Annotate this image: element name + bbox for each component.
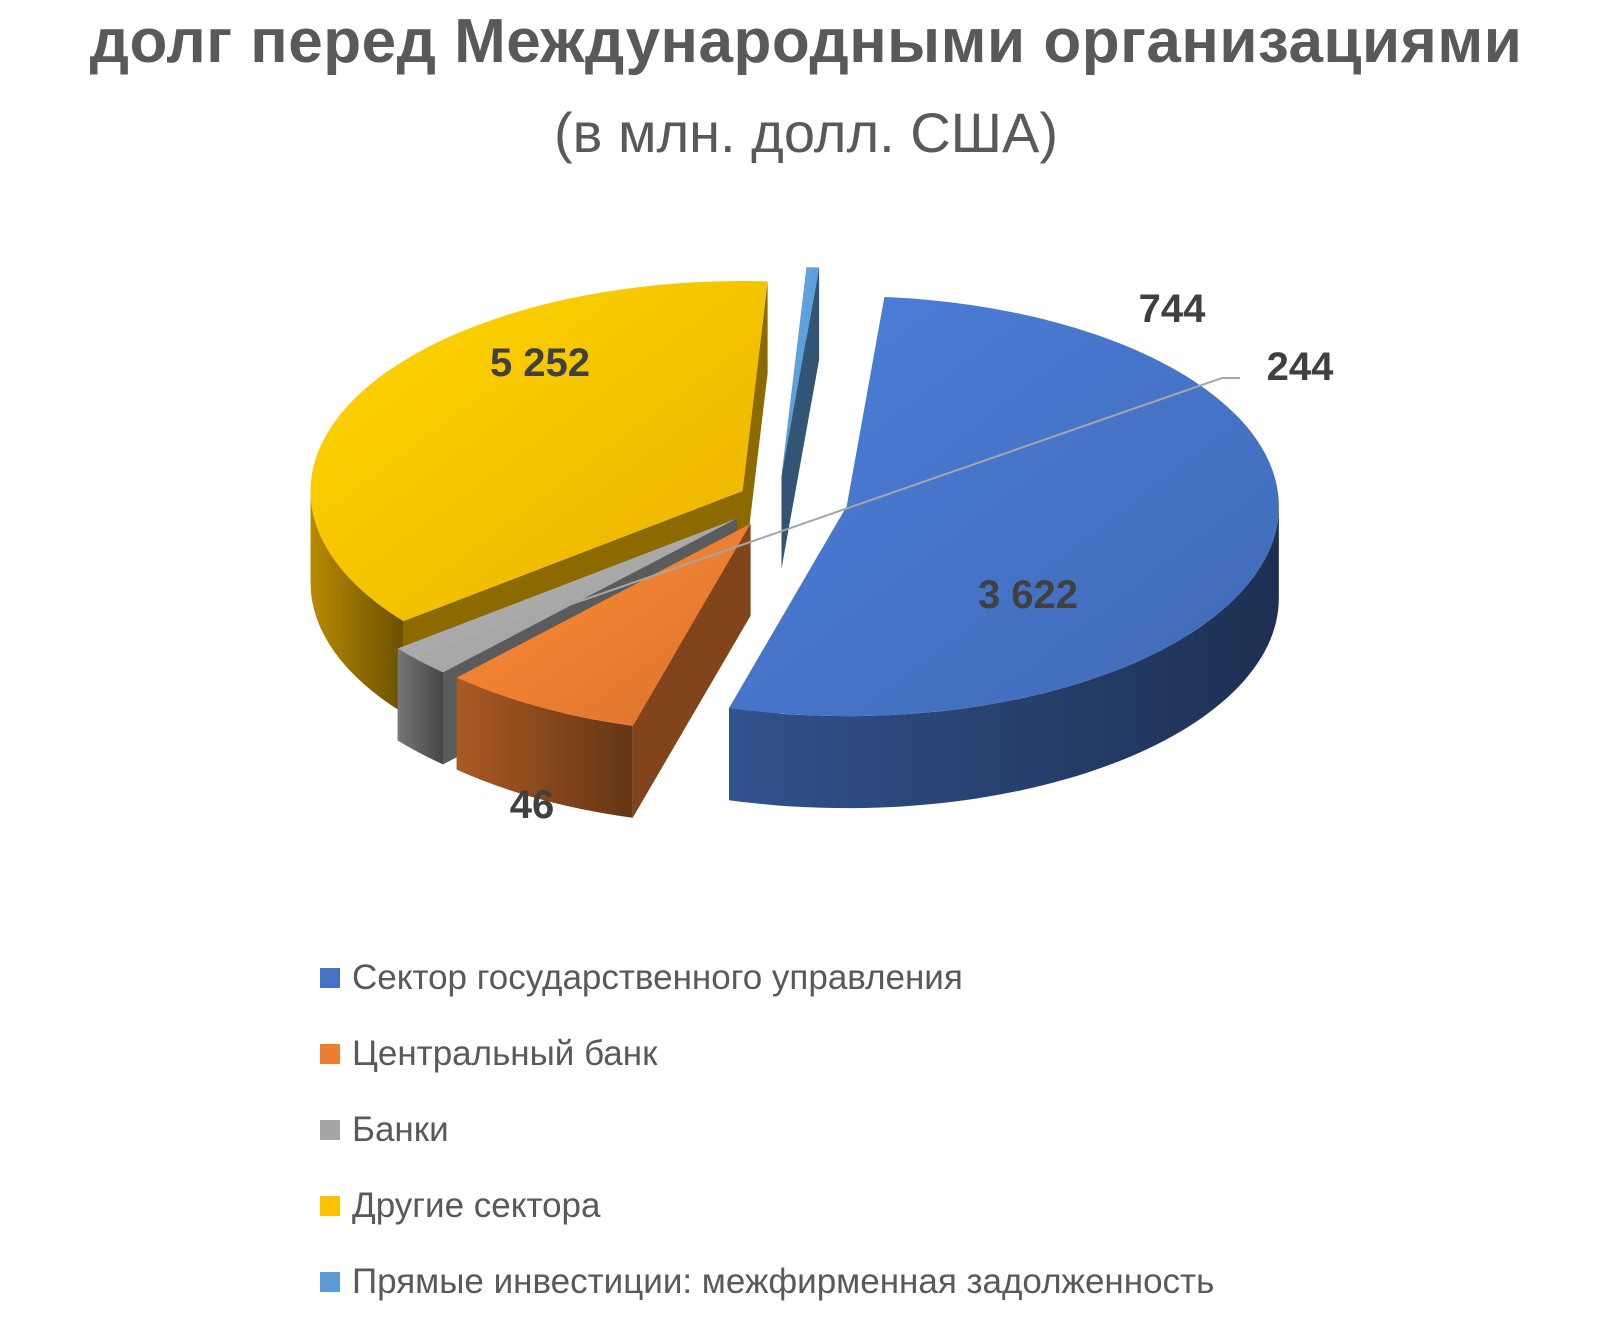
legend-item: Другие сектора [320, 1168, 1214, 1244]
slice-5-side [781, 267, 820, 569]
pie-tops [310, 267, 1279, 726]
pie-chart-plot: 5 252 744 244 3 622 46 [310, 267, 1334, 827]
slice-2-top [456, 523, 751, 726]
legend-swatch [320, 1044, 340, 1064]
legend-item: Сектор государственного управления [320, 940, 1214, 1016]
pie-data-labels: 5 252 744 244 3 622 46 [425, 287, 1334, 827]
legend-swatch [320, 1272, 340, 1292]
data-label-4: 3 622 [978, 573, 1078, 617]
legend-swatch [320, 1120, 340, 1140]
leader-line [425, 377, 1240, 656]
chart-title: долг перед Международными организациями [89, 7, 1523, 76]
legend-label: Прямые инвестиции: межфирменная задолжен… [352, 1262, 1215, 1301]
slice-5-top [781, 267, 820, 477]
data-label-3: 244 [1267, 345, 1334, 389]
legend-label: Другие сектора [352, 1186, 601, 1225]
legend-item: Центральный банк [320, 1016, 1214, 1092]
legend-label: Центральный банк [352, 1034, 658, 1073]
chart-legend: Сектор государственного управления Центра… [320, 940, 1214, 1320]
legend-swatch [320, 1196, 340, 1216]
legend-item: Прямые инвестиции: межфирменная задолжен… [320, 1244, 1214, 1320]
data-label-2: 744 [1139, 287, 1206, 331]
slice-3-top [397, 518, 737, 673]
data-label-1: 5 252 [490, 341, 590, 385]
legend-swatch [320, 968, 340, 988]
slice-4-top [310, 281, 768, 622]
slice-1-top [729, 296, 1279, 717]
legend-item: Банки [320, 1092, 1214, 1168]
legend-label: Сектор государственного управления [352, 958, 963, 997]
chart-subtitle: (в млн. долл. США) [554, 101, 1058, 164]
legend-label: Банки [352, 1110, 449, 1149]
data-label-5: 46 [510, 783, 555, 827]
